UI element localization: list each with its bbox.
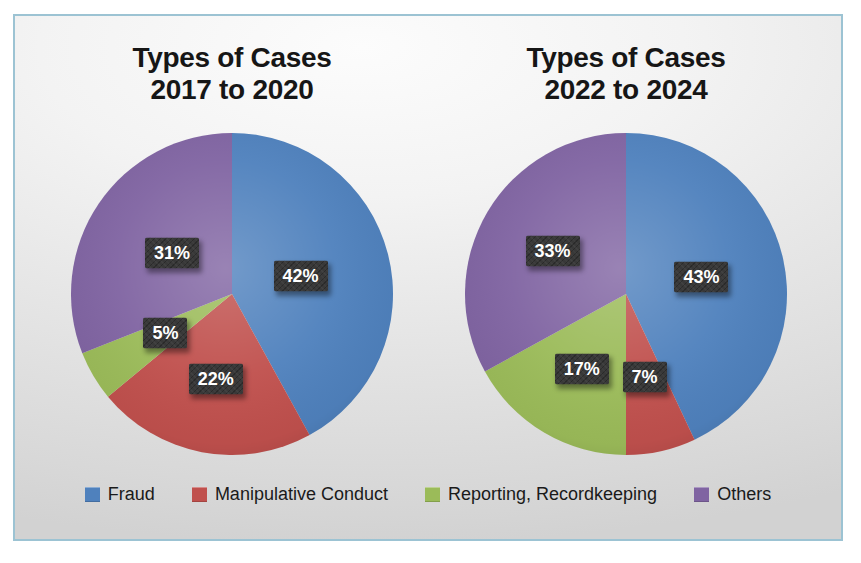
pie-chart-2022-2024: 43% 7% 17% 33% <box>461 129 791 459</box>
pie-title-2017-2020: Types of Cases 2017 to 2020 <box>32 42 432 107</box>
legend-item-reporting-recordkeeping: Reporting, Recordkeeping <box>425 484 657 505</box>
legend-item-others: Others <box>694 484 771 505</box>
legend-label-others: Others <box>717 484 771 505</box>
legend-item-manipulative-conduct: Manipulative Conduct <box>192 484 388 505</box>
chart-panel: Types of Cases 2017 to 2020 Types of Cas… <box>0 0 861 563</box>
data-label: 42% <box>274 261 328 292</box>
chart-frame: Types of Cases 2017 to 2020 Types of Cas… <box>13 14 843 541</box>
legend-swatch-manipulative-conduct <box>192 487 207 502</box>
legend-label-fraud: Fraud <box>108 484 155 505</box>
pie-title-2017-line2: 2017 to 2020 <box>32 74 432 106</box>
pie-chart-2017-2020: 42% 22%5% 31% <box>67 129 397 459</box>
data-label: 5% <box>143 318 187 349</box>
data-label: 43% <box>674 262 728 293</box>
data-label: 7% <box>623 362 667 393</box>
legend-item-fraud: Fraud <box>85 484 155 505</box>
legend-label-manipulative-conduct: Manipulative Conduct <box>215 484 388 505</box>
legend-swatch-fraud <box>85 487 100 502</box>
data-label: 22% <box>189 364 243 395</box>
legend-label-reporting-recordkeeping: Reporting, Recordkeeping <box>448 484 657 505</box>
legend: Fraud Manipulative Conduct Reporting, Re… <box>15 484 841 505</box>
pie-title-2022-line1: Types of Cases <box>426 42 826 74</box>
data-label: 33% <box>526 235 580 266</box>
pie-shading-overlay <box>465 133 787 455</box>
legend-swatch-reporting-recordkeeping <box>425 487 440 502</box>
pie-title-2022-2024: Types of Cases 2022 to 2024 <box>426 42 826 107</box>
legend-swatch-others <box>694 487 709 502</box>
pie-shading-overlay <box>71 133 393 455</box>
data-label: 17% <box>555 353 609 384</box>
pie-title-2022-line2: 2022 to 2024 <box>426 74 826 106</box>
pie-title-2017-line1: Types of Cases <box>32 42 432 74</box>
data-label: 31% <box>145 238 199 269</box>
